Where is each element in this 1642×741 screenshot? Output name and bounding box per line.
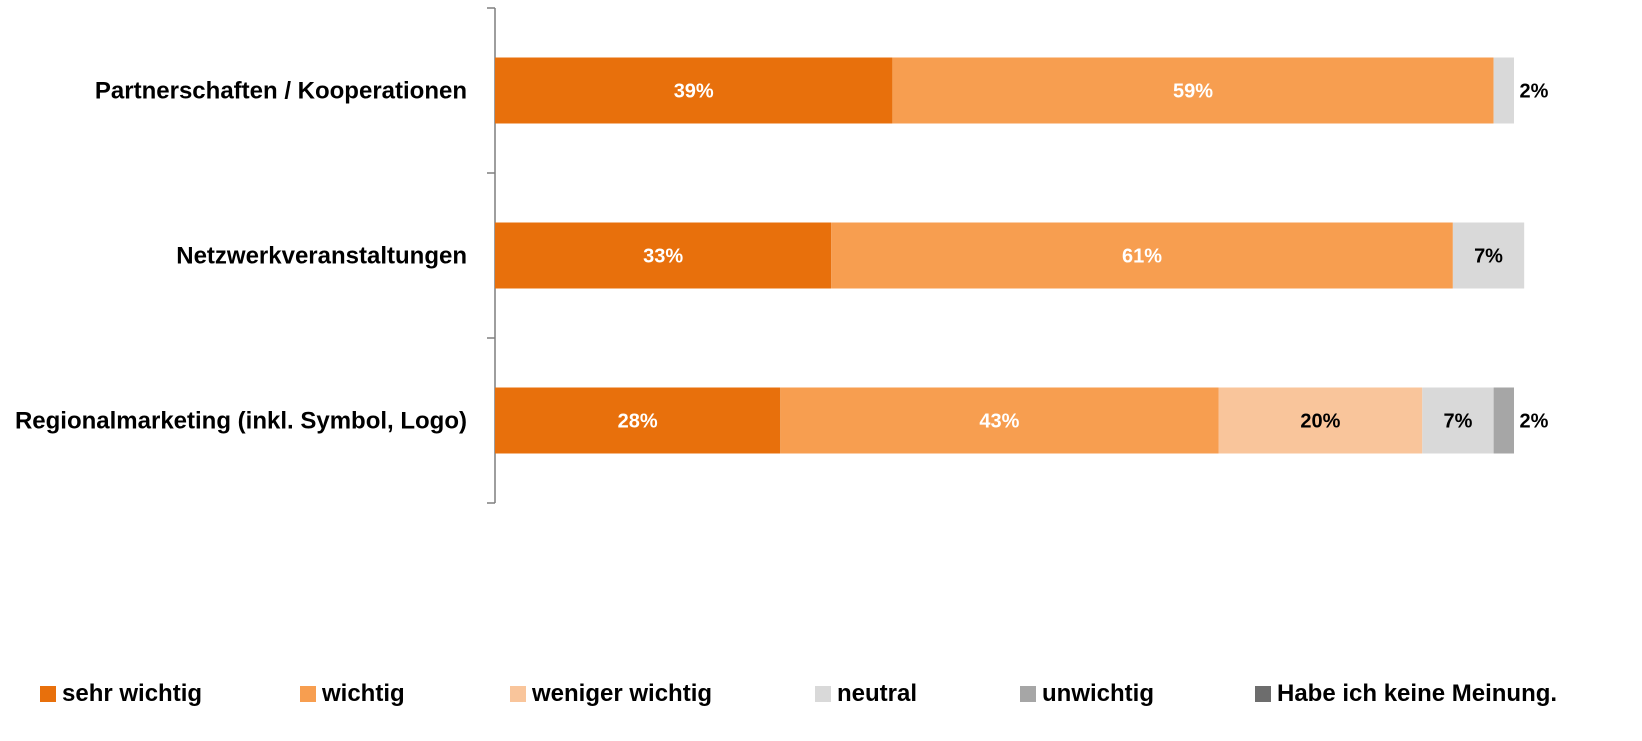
bar-segment (1493, 387, 1514, 454)
bar-segment (495, 57, 893, 124)
bar-segment (1218, 387, 1423, 454)
bar-segment (1493, 57, 1514, 124)
legend-label: weniger wichtig (532, 680, 713, 707)
bar-segment (831, 222, 1453, 289)
bar-value-label: 59% (1173, 81, 1213, 103)
bar-value-label: 2% (1520, 411, 1549, 433)
category-label: Netzwerkveranstaltungen (176, 243, 467, 270)
bar-segment (780, 387, 1219, 454)
bar-segment (495, 222, 832, 289)
legend-item: Habe ich keine Meinung. (1255, 680, 1557, 708)
legend-label: Habe ich keine Meinung. (1277, 680, 1558, 707)
bar-segment (1452, 222, 1525, 289)
legend-label: neutral (837, 680, 918, 707)
legend-swatch (510, 686, 526, 702)
legend-label: unwichtig (1042, 680, 1154, 707)
chart-legend: sehr wichtig wichtig weniger wichtig neutra… (40, 680, 1640, 720)
bar-value-label: 33% (643, 246, 683, 268)
legend-item: weniger wichtig (510, 680, 712, 708)
legend-item: wichtig (300, 680, 405, 708)
legend-swatch (815, 686, 831, 702)
bar-segment (1422, 387, 1494, 454)
legend-item: unwichtig (1020, 680, 1154, 708)
legend-item: neutral (815, 680, 917, 708)
legend-item: sehr wichtig (40, 680, 202, 708)
category-label: Partnerschaften / Kooperationen (95, 78, 467, 105)
category-axis: Partnerschaften / Kooperationen Netzwerkv… (15, 7, 496, 504)
bar-value-label: 7% (1444, 411, 1473, 433)
data-labels: 39% 59% 2% 33% 61% 7% 28% 43% 20% 7% 2% (618, 81, 1549, 433)
legend-label: sehr wichtig (62, 680, 203, 707)
bar-segment (892, 57, 1494, 124)
legend-swatch (1020, 686, 1036, 702)
bar-value-label: 61% (1122, 246, 1162, 268)
bar-value-label: 43% (979, 411, 1019, 433)
bars (495, 57, 1525, 454)
legend-swatch (300, 686, 316, 702)
bar-value-label: 7% (1474, 246, 1503, 268)
bar-value-label: 39% (674, 81, 714, 103)
bar-value-label: 28% (618, 411, 658, 433)
bar-value-label: 20% (1300, 411, 1340, 433)
legend-swatch (1255, 686, 1271, 702)
category-label: Regionalmarketing (inkl. Symbol, Logo) (15, 408, 467, 435)
legend-swatch (40, 686, 56, 702)
legend-label: wichtig (322, 680, 405, 707)
bar-segment (495, 387, 781, 454)
bar-value-label: 2% (1520, 81, 1549, 103)
